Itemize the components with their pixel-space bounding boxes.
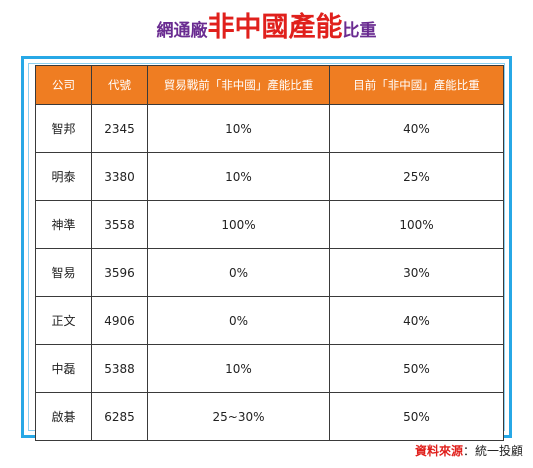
source-label: 資料來源 [414, 444, 463, 458]
cell-code: 3596 [91, 248, 148, 297]
cell-company: 智易 [35, 248, 92, 297]
title-part-ratio: 比重 [342, 21, 377, 41]
cell-company: 神準 [35, 200, 92, 249]
table-row: 啟碁 6285 25~30% 50% [35, 392, 504, 441]
cell-code: 2345 [91, 104, 148, 153]
cell-code: 6285 [91, 392, 148, 441]
cell-pre-ratio: 0% [147, 248, 330, 297]
cell-pre-ratio: 10% [147, 152, 330, 201]
title-part-non-china-capacity: 非中國產能 [207, 12, 343, 43]
cell-company: 明泰 [35, 152, 92, 201]
cell-company: 智邦 [35, 104, 92, 153]
capacity-table: 公司 代號 貿易戰前「非中國」產能比重 目前「非中國」產能比重 智邦 2345 … [35, 65, 504, 441]
header-code: 代號 [91, 65, 148, 105]
page-title: 網通廠非中國產能比重 [0, 8, 533, 48]
title-part-network-makers: 網通廠 [156, 21, 208, 41]
table-row: 正文 4906 0% 40% [35, 296, 504, 345]
header-current-ratio: 目前「非中國」產能比重 [329, 65, 504, 105]
cell-company: 中磊 [35, 344, 92, 393]
table-row: 智邦 2345 10% 40% [35, 104, 504, 153]
cell-pre-ratio: 25~30% [147, 392, 330, 441]
cell-pre-ratio: 0% [147, 296, 330, 345]
cell-current-ratio: 50% [329, 344, 504, 393]
cell-code: 4906 [91, 296, 148, 345]
header-pre-tradewar-ratio: 貿易戰前「非中國」產能比重 [147, 65, 330, 105]
table-frame: 公司 代號 貿易戰前「非中國」產能比重 目前「非中國」產能比重 智邦 2345 … [21, 56, 512, 441]
table-row: 智易 3596 0% 30% [35, 248, 504, 297]
table-row: 明泰 3380 10% 25% [35, 152, 504, 201]
source-value: 統一投顧 [474, 444, 523, 458]
cell-current-ratio: 50% [329, 392, 504, 441]
cell-current-ratio: 40% [329, 296, 504, 345]
cell-current-ratio: 25% [329, 152, 504, 201]
cell-current-ratio: 40% [329, 104, 504, 153]
header-company: 公司 [35, 65, 92, 105]
source-separator: ： [462, 444, 475, 458]
cell-pre-ratio: 10% [147, 104, 330, 153]
table-header-row: 公司 代號 貿易戰前「非中國」產能比重 目前「非中國」產能比重 [35, 65, 504, 105]
source-note: 資料來源：統一投顧 [415, 442, 523, 459]
cell-pre-ratio: 10% [147, 344, 330, 393]
cell-pre-ratio: 100% [147, 200, 330, 249]
table-row: 中磊 5388 10% 50% [35, 344, 504, 393]
cell-company: 啟碁 [35, 392, 92, 441]
cell-code: 3558 [91, 200, 148, 249]
cell-company: 正文 [35, 296, 92, 345]
table-row: 神準 3558 100% 100% [35, 200, 504, 249]
cell-current-ratio: 100% [329, 200, 504, 249]
cell-code: 5388 [91, 344, 148, 393]
cell-code: 3380 [91, 152, 148, 201]
cell-current-ratio: 30% [329, 248, 504, 297]
